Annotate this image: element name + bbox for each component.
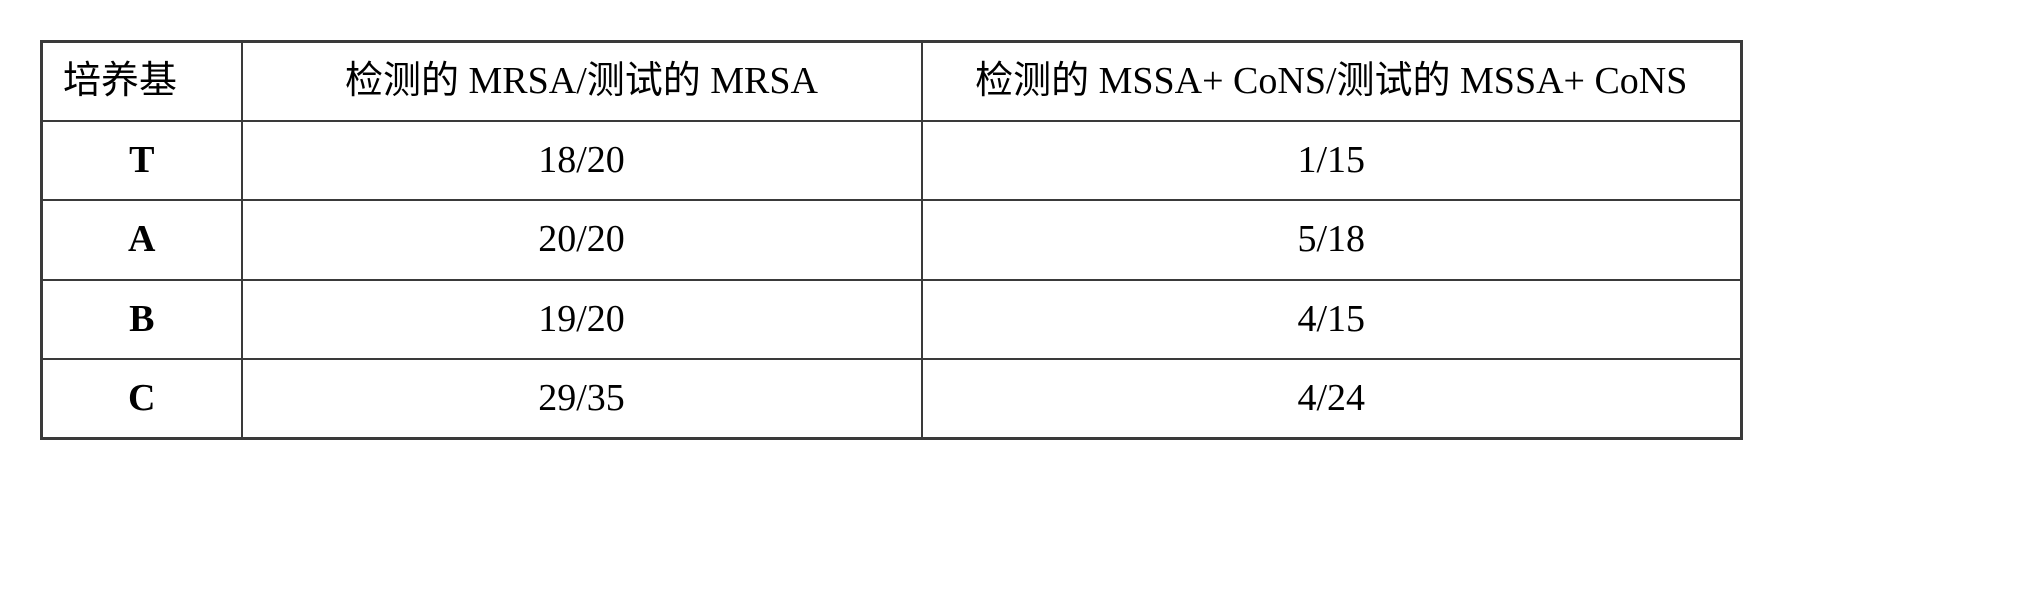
- header-medium: 培养基: [42, 42, 242, 122]
- data-table-container: 培养基 检测的 MRSA/测试的 MRSA 检测的 MSSA+ CoNS/测试的…: [40, 40, 1743, 440]
- row-label: T: [42, 121, 242, 200]
- table-body: T 18/20 1/15 A 20/20 5/18 B 19/20 4/15 C…: [42, 121, 1742, 438]
- cell-mssa: 4/15: [922, 280, 1742, 359]
- cell-mssa: 1/15: [922, 121, 1742, 200]
- cell-mrsa: 20/20: [242, 200, 922, 279]
- row-label: B: [42, 280, 242, 359]
- header-mrsa: 检测的 MRSA/测试的 MRSA: [242, 42, 922, 122]
- table-header-row: 培养基 检测的 MRSA/测试的 MRSA 检测的 MSSA+ CoNS/测试的…: [42, 42, 1742, 122]
- mrsa-mssa-table: 培养基 检测的 MRSA/测试的 MRSA 检测的 MSSA+ CoNS/测试的…: [40, 40, 1743, 440]
- header-mssa: 检测的 MSSA+ CoNS/测试的 MSSA+ CoNS: [922, 42, 1742, 122]
- cell-mrsa: 29/35: [242, 359, 922, 439]
- table-row: A 20/20 5/18: [42, 200, 1742, 279]
- row-label: C: [42, 359, 242, 439]
- table-row: T 18/20 1/15: [42, 121, 1742, 200]
- row-label: A: [42, 200, 242, 279]
- table-row: C 29/35 4/24: [42, 359, 1742, 439]
- cell-mssa: 5/18: [922, 200, 1742, 279]
- cell-mssa: 4/24: [922, 359, 1742, 439]
- cell-mrsa: 18/20: [242, 121, 922, 200]
- table-row: B 19/20 4/15: [42, 280, 1742, 359]
- cell-mrsa: 19/20: [242, 280, 922, 359]
